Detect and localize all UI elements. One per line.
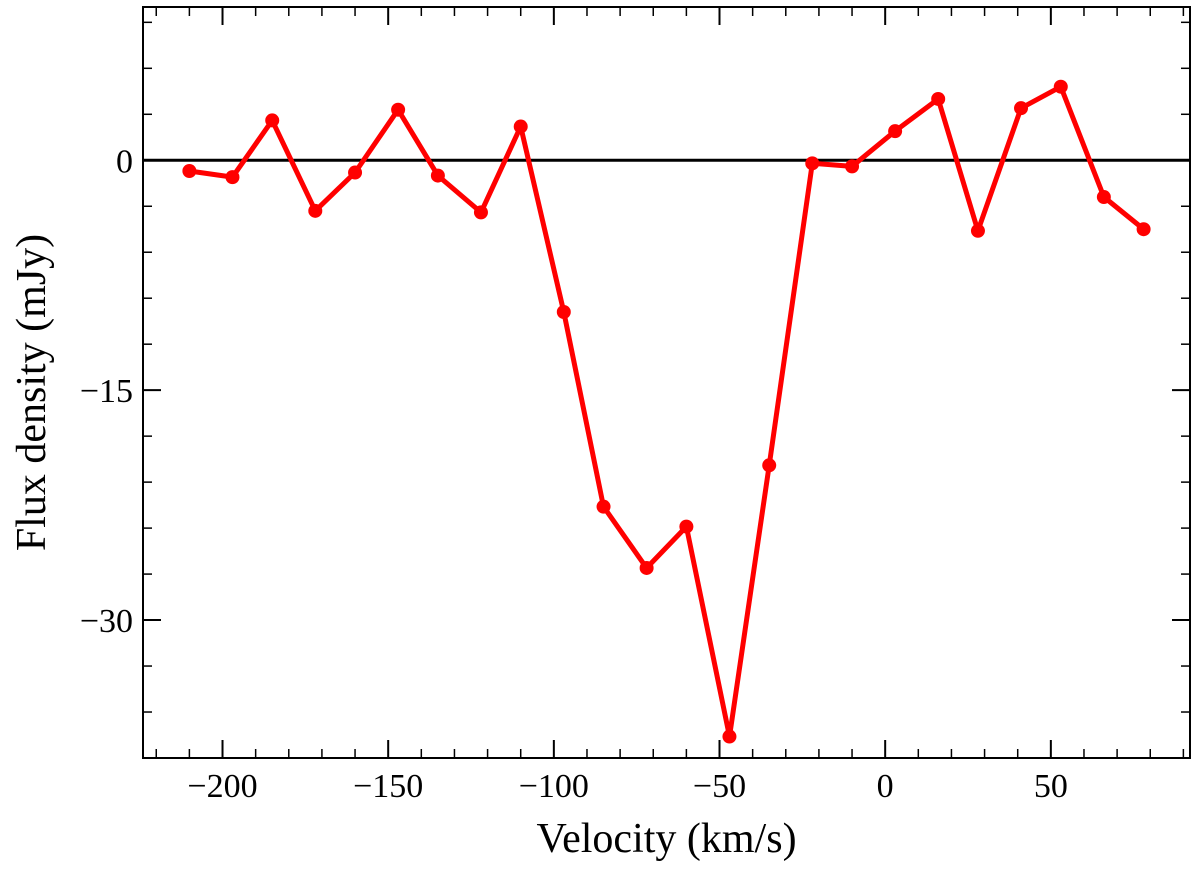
series-line	[189, 84, 1146, 739]
y-tick-label: −30	[80, 603, 133, 640]
data-point	[931, 91, 946, 106]
x-tick-label: −150	[353, 768, 423, 805]
series-points	[182, 79, 1151, 744]
plot-frame	[142, 6, 1191, 759]
data-point	[1053, 79, 1068, 94]
data-point	[265, 113, 280, 128]
data-point	[348, 165, 363, 180]
x-tick-label: 0	[877, 768, 894, 805]
x-tick-label: −100	[519, 768, 589, 805]
y-tick-label: −15	[80, 373, 133, 410]
data-point	[596, 499, 611, 514]
data-point	[970, 223, 985, 238]
data-point	[805, 156, 820, 171]
data-point	[1014, 101, 1029, 116]
data-point	[391, 102, 406, 117]
x-axis-title: Velocity (km/s)	[536, 816, 796, 862]
data-point	[556, 304, 571, 319]
minor-ticks	[143, 7, 1190, 759]
data-point	[430, 168, 445, 183]
x-tick-label: 50	[1034, 768, 1068, 805]
major-ticks	[143, 7, 1190, 758]
data-point	[888, 124, 903, 139]
data-point	[679, 519, 694, 534]
data-point	[308, 203, 323, 218]
data-point	[1136, 222, 1151, 237]
y-axis-title: Flux density (mJy)	[9, 234, 55, 551]
y-tick-labels: 0 −15 −30	[80, 143, 133, 640]
data-point	[1096, 190, 1111, 205]
x-tick-labels: −200 −150 −100 −50 0 50	[187, 768, 1067, 805]
data-point	[639, 560, 654, 575]
data-point	[182, 163, 197, 178]
data-point	[473, 205, 488, 220]
data-point	[845, 159, 860, 174]
x-tick-label: −200	[187, 768, 257, 805]
x-tick-label: −50	[693, 768, 746, 805]
y-tick-label: 0	[116, 143, 133, 180]
data-point	[722, 729, 737, 744]
data-point	[762, 458, 777, 473]
data-point	[225, 170, 240, 185]
data-point	[513, 119, 528, 134]
